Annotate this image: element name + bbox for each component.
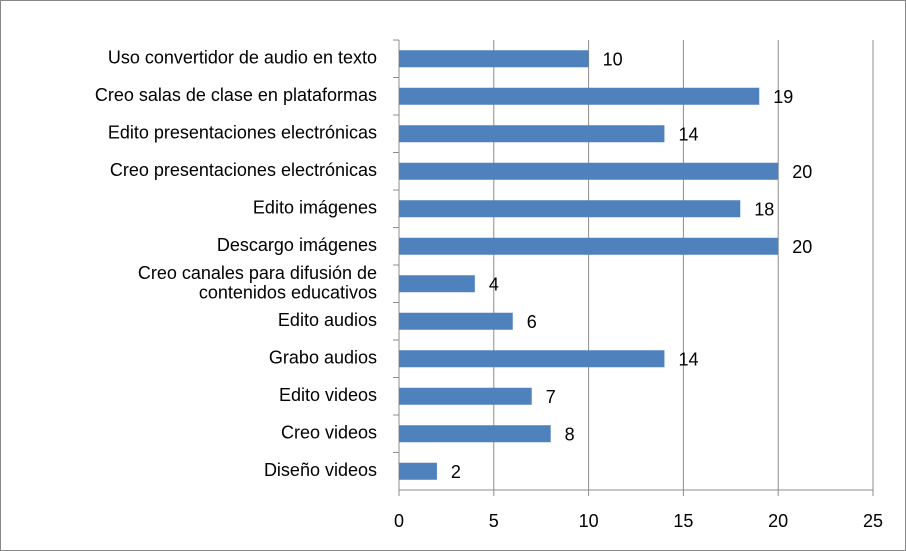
bar [399,237,779,255]
bar [399,125,665,143]
bar [399,275,475,293]
bar [399,462,437,480]
bar [399,425,551,443]
y-tick-label: Diseño videos [264,460,377,480]
value-label: 18 [754,200,774,220]
value-label: 7 [546,387,556,407]
y-tick-label: Uso convertidor de audio en texto [108,48,377,68]
value-label: 20 [792,237,812,257]
bar [399,312,513,330]
y-tick-label: Creo videos [281,423,377,443]
y-tick-label: Edito presentaciones electrónicas [108,123,377,143]
bar [399,87,760,105]
bar [399,50,589,68]
value-label: 19 [773,87,793,107]
y-tick-label: Edito videos [279,385,377,405]
x-tick-label: 25 [863,511,883,531]
y-tick-label: Grabo audios [269,348,377,368]
bar [399,200,741,218]
y-tick-label: Descargo imágenes [217,235,377,255]
x-tick-label: 15 [673,511,693,531]
x-tick-label: 5 [489,511,499,531]
x-tick-label: 10 [579,511,599,531]
x-tick-label: 0 [394,511,404,531]
value-label: 6 [527,312,537,332]
value-label: 10 [603,50,623,70]
y-tick-label: Creo presentaciones electrónicas [110,160,377,180]
value-label: 2 [451,462,461,482]
value-label: 4 [489,275,499,295]
bar [399,387,532,405]
y-tick-label: Edito audios [278,310,377,330]
x-tick-label: 20 [768,511,788,531]
value-label: 20 [792,162,812,182]
y-tick-label: Creo canales para difusión de contenidos … [138,263,377,303]
bar [399,162,779,180]
y-tick-label: Creo salas de clase en plataformas [95,85,377,105]
value-label: 14 [678,350,698,370]
y-tick-label: Edito imágenes [253,198,377,218]
bar [399,350,665,368]
value-label: 14 [678,125,698,145]
value-label: 8 [565,425,575,445]
